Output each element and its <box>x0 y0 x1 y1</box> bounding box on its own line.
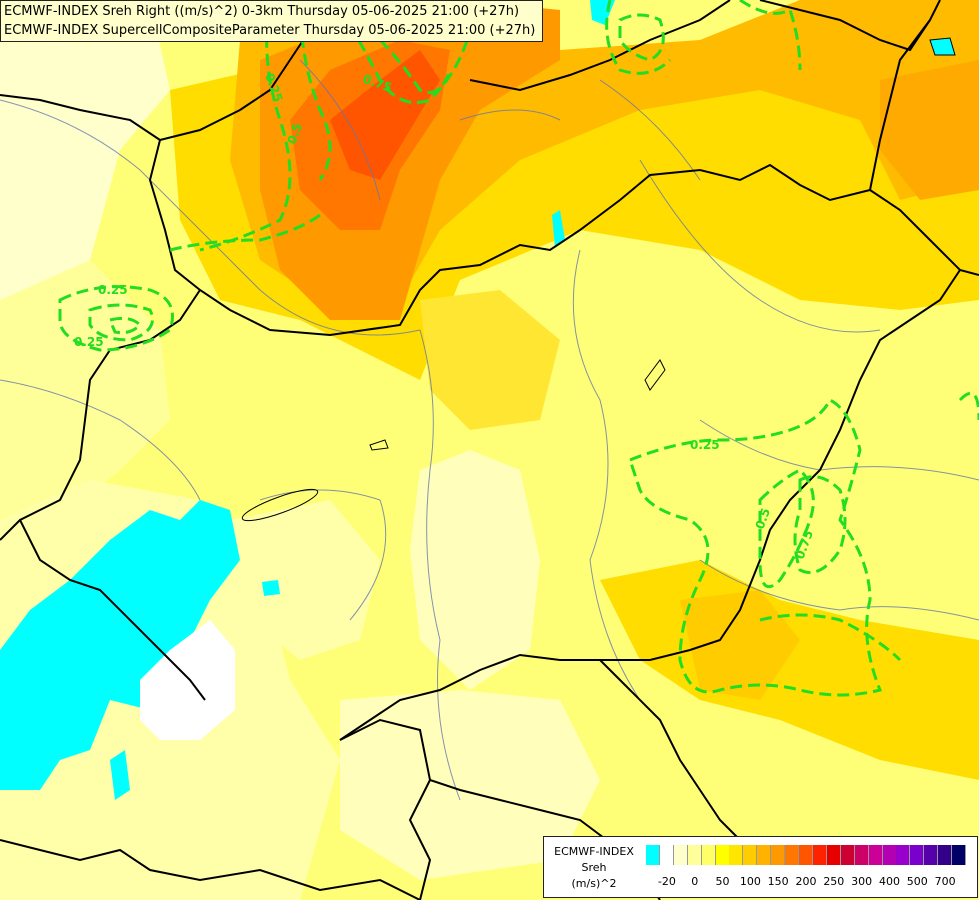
contour-labels: 0.25 0.5 0.75 0.25 0.25 0.25 0.5 0.75 <box>74 71 816 561</box>
legend-tick-label: -20 <box>657 875 676 888</box>
legend-swatch <box>938 845 953 865</box>
legend-tick-label: 500 <box>906 875 928 888</box>
field-cyan-blob-2 <box>110 750 130 800</box>
legend-tick-label: 150 <box>767 875 789 888</box>
field-light-west <box>0 260 170 540</box>
field-red-orange <box>330 50 440 180</box>
legend-swatch <box>715 845 730 865</box>
field-pale-center <box>410 450 540 690</box>
contour-label: 0.5 <box>753 506 773 531</box>
field-pale-mid <box>230 500 380 660</box>
legend-tick-label: 250 <box>823 875 845 888</box>
legend-swatch <box>952 845 967 865</box>
legend-tick-label: 700 <box>934 875 956 888</box>
field-cyan-blob-4 <box>552 210 565 248</box>
legend-swatch <box>924 845 939 865</box>
contour-label: 0.25 <box>74 335 104 349</box>
legend-title-1: ECMWF-INDEX <box>554 845 634 858</box>
legend-tick-label: 400 <box>878 875 900 888</box>
title-line-2: ECMWF-INDEX SupercellCompositeParameter … <box>4 23 536 38</box>
legend: ECMWF-INDEX Sreh (m/s)^2 -20 0 50 100 150 200… <box>543 836 978 898</box>
lake-outline-1 <box>241 488 319 522</box>
legend-title-3: (m/s)^2 <box>571 877 617 890</box>
legend-swatch <box>896 845 911 865</box>
legend-swatch <box>729 845 744 865</box>
lake-outline-2 <box>369 439 389 451</box>
legend-tick-label: 0 <box>691 875 699 888</box>
legend-tick-label: 50 <box>715 875 730 888</box>
field-pale-south <box>340 690 600 880</box>
legend-swatch <box>854 845 869 865</box>
field-orange-ne <box>880 60 979 200</box>
contour-label: 0.25 <box>98 283 128 297</box>
scp-contours <box>58 0 979 897</box>
field-gold-center <box>420 290 560 430</box>
legend-swatch <box>840 845 855 865</box>
legend-tick-label: 200 <box>795 875 817 888</box>
legend-swatch <box>757 845 772 865</box>
legend-swatch <box>701 845 716 865</box>
field-cyan-main <box>0 500 240 790</box>
legend-tick-label: 300 <box>851 875 873 888</box>
contour-label: 0.25 <box>690 438 720 452</box>
field-cyan-blob-3 <box>262 580 280 596</box>
field-white-patch <box>140 620 235 740</box>
contour-label: 0.5 <box>285 121 305 146</box>
field-pale-west <box>0 0 170 310</box>
legend-swatch <box>687 845 702 865</box>
legend-swatch <box>799 845 814 865</box>
legend-tick-label: 100 <box>739 875 761 888</box>
legend-swatch <box>743 845 758 865</box>
legend-swatch <box>771 845 786 865</box>
lake-outline-3 <box>644 359 666 391</box>
legend-swatch <box>826 845 841 865</box>
legend-swatch <box>812 845 827 865</box>
legend-title-2: Sreh <box>581 861 607 874</box>
lake-outline-4 <box>929 37 956 56</box>
legend-swatch <box>882 845 897 865</box>
title-box: ECMWF-INDEX Sreh Right ((m/s)^2) 0-3km T… <box>0 0 543 42</box>
title-line-1: ECMWF-INDEX Sreh Right ((m/s)^2) 0-3km T… <box>4 4 520 19</box>
legend-swatch <box>868 845 883 865</box>
legend-swatch <box>910 845 925 865</box>
legend-swatch <box>785 845 800 865</box>
legend-swatch <box>659 845 674 865</box>
legend-swatch <box>646 845 660 865</box>
legend-swatch <box>673 845 688 865</box>
